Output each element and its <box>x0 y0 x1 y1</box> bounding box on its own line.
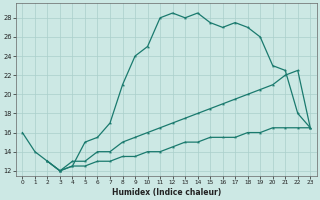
X-axis label: Humidex (Indice chaleur): Humidex (Indice chaleur) <box>112 188 221 197</box>
